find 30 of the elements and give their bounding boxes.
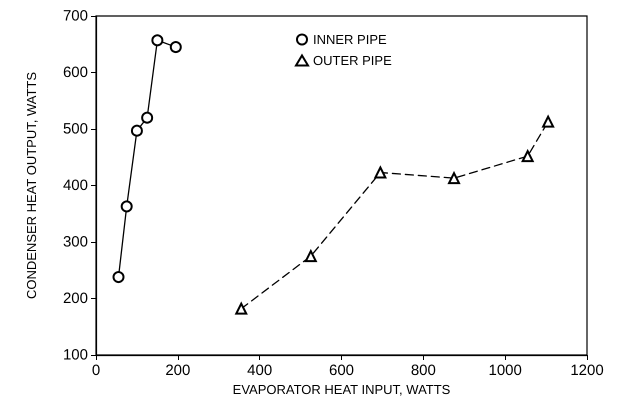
point (141, 112, 154, 124)
x-tick-label: 1000 (488, 362, 522, 379)
point (120, 200, 133, 212)
y-tick-label: 100 (62, 346, 88, 364)
x-axis-title: EVAPORATOR HEAT INPUT, WATTS (232, 382, 451, 397)
point (170, 41, 182, 54)
point (130, 124, 143, 137)
point (448, 172, 460, 184)
y-tick-label: 500 (62, 120, 88, 138)
x-tick-label: 200 (165, 362, 190, 379)
x-tick-label: 400 (247, 362, 272, 379)
x-tick-label: 0 (92, 362, 100, 379)
point (542, 116, 554, 128)
x-tick-label: 800 (410, 362, 436, 379)
legend-label: INNER PIPE (313, 32, 388, 47)
point (522, 150, 534, 162)
legend-label: OUTER PIPE (313, 53, 392, 68)
point (151, 34, 164, 46)
y-tick-label: 300 (62, 234, 88, 250)
point (374, 166, 386, 179)
y-axis-title: CONDENSER HEAT OUTPUT, WATTS (24, 72, 39, 300)
y-tick-label: 400 (62, 177, 88, 194)
y-tick-label: 600 (62, 64, 88, 81)
point (235, 302, 248, 315)
x-tick-label: 600 (328, 362, 354, 379)
point (112, 271, 125, 284)
point (304, 250, 317, 262)
y-tick-label: 700 (62, 8, 88, 24)
y-tick-label: 200 (62, 290, 88, 307)
x-tick-label: 1200 (570, 362, 604, 379)
